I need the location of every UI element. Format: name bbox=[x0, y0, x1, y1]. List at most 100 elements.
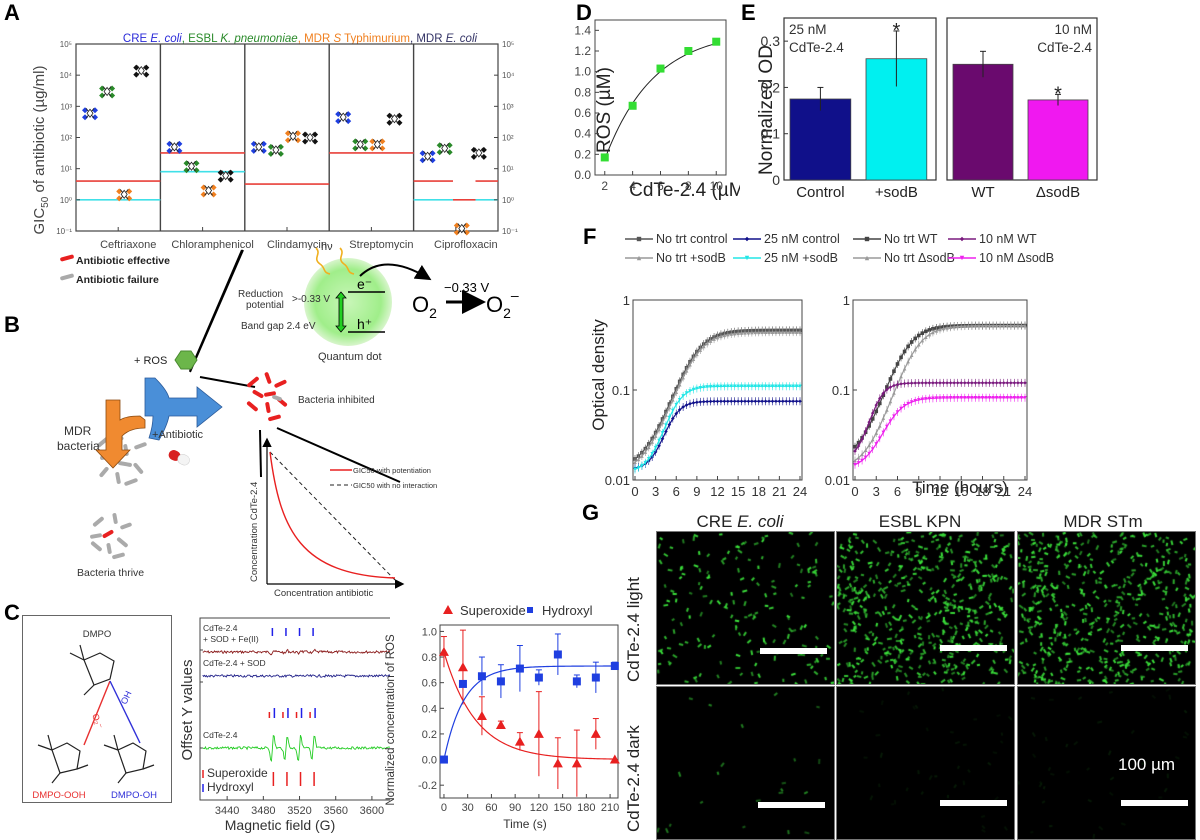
panel-b-schematic: Antibiotic effective Antibiotic failure … bbox=[57, 241, 519, 599]
panel-label-d: D bbox=[576, 0, 592, 25]
y-tick-label: 10⁵ bbox=[60, 40, 72, 49]
y-tick-label: 10¹ bbox=[60, 165, 72, 174]
y-tick-label: 0.1 bbox=[612, 383, 630, 398]
quantum-dot-label: Quantum dot bbox=[318, 351, 382, 363]
isobologram-xlabel: Concentration antibiotic bbox=[274, 588, 374, 599]
electron-transfer-arrow-icon bbox=[359, 263, 432, 281]
hole-label: h⁺ bbox=[357, 316, 372, 332]
significance-star: * bbox=[893, 20, 901, 42]
data-point bbox=[453, 229, 460, 236]
data-point bbox=[458, 679, 467, 688]
x-tick-label: 10 bbox=[710, 179, 724, 193]
micrograph-cre-light bbox=[656, 531, 835, 685]
y-tick-label: 1.0 bbox=[574, 65, 591, 79]
dmpo-title: DMPO bbox=[83, 629, 112, 640]
data-point bbox=[92, 114, 98, 121]
x-tick-label: 3440 bbox=[215, 805, 239, 817]
micrograph-mdr-dark: 100 µm bbox=[1017, 686, 1196, 840]
panel-label-g: G bbox=[582, 500, 600, 525]
data-point-cluster bbox=[116, 188, 133, 202]
x-tick-label: 2 bbox=[601, 179, 608, 193]
y-tick-label: 10³ bbox=[60, 102, 72, 111]
dmpo-ooh-label: DMPO-OOH bbox=[32, 790, 85, 801]
kinetics-xlabel: Time (s) bbox=[503, 817, 547, 831]
antibiotic-pill-icon bbox=[168, 450, 190, 466]
data-point bbox=[1023, 323, 1027, 328]
median-marker bbox=[458, 223, 466, 234]
median-marker bbox=[475, 148, 483, 158]
data-point bbox=[610, 662, 619, 671]
reduction-label-2: potential bbox=[246, 300, 284, 311]
plot-frame bbox=[783, 17, 937, 181]
legend-label: No trt WT bbox=[884, 232, 938, 246]
x-tick-label: 3 bbox=[873, 484, 880, 499]
data-point bbox=[369, 145, 376, 152]
data-point bbox=[386, 119, 393, 126]
y-tick-label: 0.2 bbox=[574, 147, 591, 161]
trace-label: CdTe-2.4 + SOD bbox=[203, 658, 266, 668]
treatment-arrow-icon bbox=[144, 377, 223, 441]
data-point bbox=[628, 101, 637, 110]
panel-a-chart: CRE E. coli, ESBL K. pneumoniae, MDR S T… bbox=[31, 33, 518, 250]
superoxide-reaction-arrow bbox=[83, 680, 111, 746]
y-tick-label: 10⁴ bbox=[60, 71, 73, 80]
x-tick-label: 24 bbox=[1018, 484, 1032, 499]
category-label: Clindamycin bbox=[267, 239, 327, 250]
y-tick-label: 1 bbox=[623, 293, 630, 308]
inhibited-label: Bacteria inhibited bbox=[298, 395, 375, 406]
bar bbox=[952, 63, 1014, 181]
y-tick-label: 1.2 bbox=[574, 44, 591, 58]
data-point bbox=[227, 176, 234, 183]
data-point bbox=[379, 145, 386, 152]
title-segment: , MDR bbox=[298, 33, 334, 45]
dmpo-structure-box: DMPO O₂⁻ OH DMPO-OOH DMPO-OH bbox=[22, 615, 172, 803]
data-point-cluster bbox=[250, 140, 267, 154]
condition-annotation: 10 nM bbox=[1054, 22, 1092, 37]
panel-label-e: E bbox=[741, 0, 756, 25]
panel-d-chart: ROS (µM) CdTe-2.4 (µM) 0.0 0.2 0.4 0.6 0.8 1.… bbox=[574, 19, 740, 200]
quantum-dot-hexagon-icon bbox=[174, 350, 198, 370]
growth-subplot: 0.01 0.1 1 0 3 6 9 12 15 18 21 24 bbox=[605, 293, 808, 499]
median-marker bbox=[390, 114, 398, 124]
data-point bbox=[476, 710, 487, 720]
y-tick-label: 1.4 bbox=[574, 23, 591, 37]
data-point bbox=[183, 167, 190, 174]
legend-label: 10 nM WT bbox=[979, 232, 1037, 246]
y-tick-label: 0.0 bbox=[574, 168, 591, 182]
scale-bar bbox=[940, 645, 1007, 651]
category-label: +sodB bbox=[875, 184, 918, 200]
legend-label: Hydroxyl bbox=[207, 780, 254, 794]
data-point bbox=[436, 149, 443, 156]
data-point-cluster bbox=[302, 131, 319, 145]
scale-bar bbox=[940, 800, 1007, 806]
data-point bbox=[470, 153, 477, 160]
data-point bbox=[744, 255, 750, 261]
ros-kinetics-chart: Normalized concentration of ROS Time (s)… bbox=[385, 603, 620, 831]
data-point bbox=[864, 236, 870, 242]
y-tick-label: 0.01 bbox=[605, 473, 630, 488]
electron-label: e⁻ bbox=[357, 276, 372, 292]
data-point bbox=[495, 719, 506, 729]
data-point bbox=[864, 255, 870, 261]
dmpo-oh-molecule-icon bbox=[103, 734, 155, 784]
x-tick-label: 15 bbox=[731, 484, 745, 499]
light-wave-icon bbox=[315, 247, 331, 275]
y-tick-label: 10⁰ bbox=[60, 196, 72, 205]
data-point-cluster bbox=[470, 146, 487, 160]
bar bbox=[789, 98, 852, 181]
x-tick-label: 18 bbox=[752, 484, 766, 499]
connector-line-a bbox=[189, 249, 243, 372]
failure-legend-swatch bbox=[60, 273, 74, 281]
data-point bbox=[429, 157, 436, 164]
data-point-cluster bbox=[386, 112, 403, 126]
data-point bbox=[166, 147, 173, 154]
ros-label: + ROS bbox=[134, 355, 167, 367]
reduction-label-1: Reduction bbox=[238, 289, 283, 300]
median-marker bbox=[103, 86, 111, 97]
epr-xlabel: Magnetic field (G) bbox=[225, 817, 335, 833]
data-point-cluster bbox=[166, 140, 183, 154]
y-tick-label: 10⁻¹ bbox=[56, 227, 72, 236]
data-point bbox=[294, 137, 301, 144]
dmpo-oh-label: DMPO-OH bbox=[111, 790, 157, 801]
data-point bbox=[636, 255, 642, 261]
